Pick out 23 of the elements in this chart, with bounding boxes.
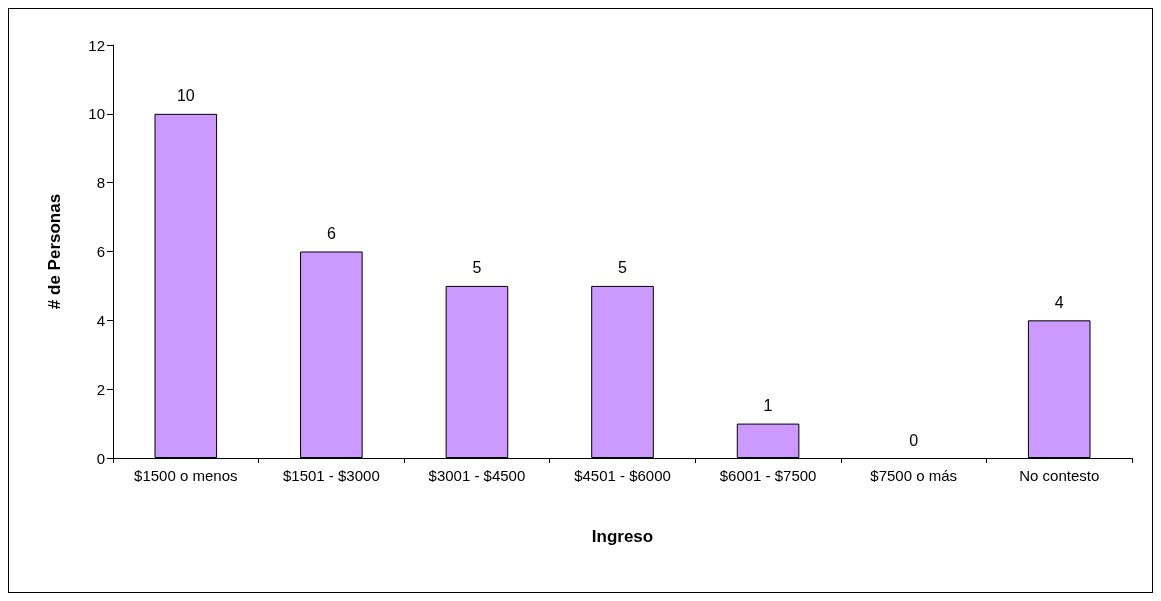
y-tick-label: 12	[88, 36, 105, 54]
y-tick-label: 8	[96, 174, 105, 192]
data-label: 5	[618, 259, 628, 277]
y-tick-label: 4	[96, 311, 105, 329]
data-label: 1	[763, 397, 773, 415]
data-label: 4	[1054, 293, 1064, 311]
x-tick-label: $1501 - $3000	[282, 466, 380, 484]
y-tick-label: 0	[96, 449, 105, 467]
y-tick-label: 6	[96, 243, 105, 260]
x-tick-label: $3001 - $4500	[428, 466, 526, 484]
y-axis-title: # de Personas	[45, 193, 64, 310]
data-label: 5	[472, 259, 482, 277]
y-tick-label: 2	[96, 380, 105, 398]
data-label: 10	[176, 87, 195, 105]
data-label: 6	[326, 225, 336, 242]
y-tick-label: 10	[88, 105, 105, 123]
x-tick-label: $6001 - $7500	[719, 466, 817, 484]
x-tick-label: $7500 o más	[870, 466, 958, 484]
x-tick-label: $4501 - $6000	[574, 466, 671, 484]
x-axis-title: Ingreso	[591, 527, 654, 546]
x-tick-label: $1500 o menos	[134, 466, 238, 484]
data-label: 0	[909, 431, 919, 449]
x-tick-label: No contesto	[1019, 466, 1100, 484]
